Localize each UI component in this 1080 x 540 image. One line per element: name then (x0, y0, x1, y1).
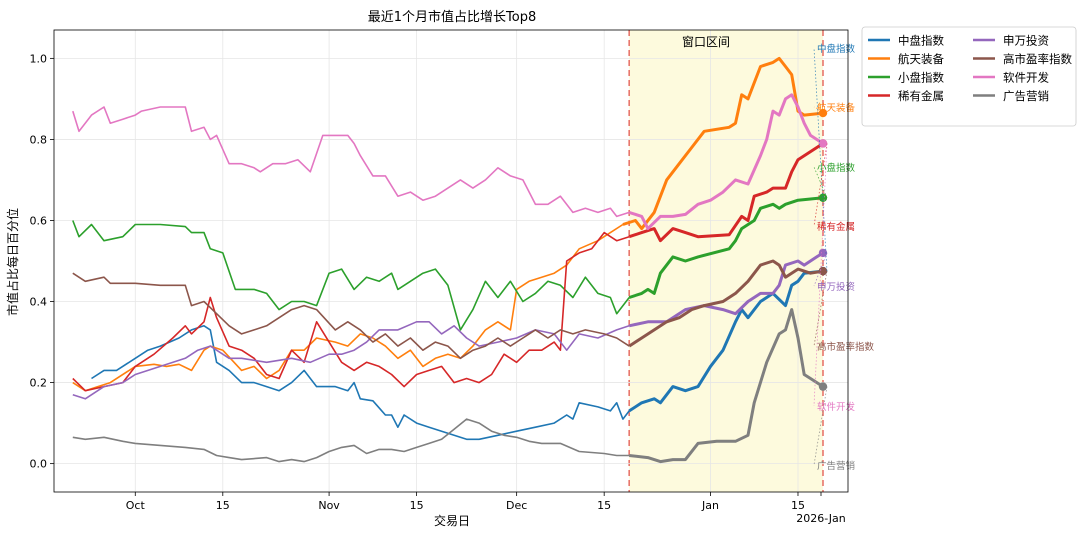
x-axis-label: 交易日 (434, 513, 470, 528)
series-line-window (629, 308, 824, 464)
x-tick-label: 15 (597, 499, 611, 512)
leader-line (813, 271, 828, 347)
series-line-window (628, 269, 824, 413)
series-end-marker (818, 193, 828, 202)
x-tick-label: Jan (701, 499, 719, 512)
leader-line (813, 47, 828, 272)
series-line-window (628, 196, 824, 299)
y-tick-label: 0.0 (30, 458, 48, 471)
legend-label: 中盘指数 (898, 34, 944, 48)
series-line-window (628, 93, 824, 231)
series-end-label: 中盘指数 (817, 43, 856, 55)
series-end-label: 广告营销 (817, 460, 856, 472)
y-axis-ticks: 0.0 0.2 0.4 0.6 0.8 1.0 (30, 52, 54, 471)
x-tick-label: 15 (216, 499, 230, 512)
series-end-label: 软件开发 (817, 401, 856, 413)
series-end-marker (818, 139, 828, 148)
legend-label: 稀有金属 (898, 89, 944, 103)
series-line-window (628, 142, 824, 243)
legend-label: 软件开发 (1003, 71, 1049, 85)
legend-label: 小盘指数 (898, 71, 944, 85)
series-line-window (628, 259, 824, 348)
x-tick-label: 15 (791, 499, 805, 512)
y-tick-label: 0.2 (30, 377, 48, 390)
chart-title: 最近1个月市值占比增长Top8 (368, 9, 536, 25)
x-tick-label: Nov (318, 499, 340, 512)
window-region (628, 30, 824, 492)
series-line-pre-window (72, 106, 630, 218)
x-tick-label: 15 (410, 499, 424, 512)
series-end-marker (818, 248, 828, 258)
x-tick-label: Dec (506, 499, 527, 512)
series-line-pre-window (72, 321, 630, 400)
legend-label: 申万投资 (1003, 34, 1049, 48)
legend-label: 航天装备 (898, 52, 944, 66)
leader-line (813, 106, 828, 114)
series-line-pre-window (72, 220, 630, 331)
legend-label: 高市盈率指数 (1003, 52, 1072, 66)
series-end-label: 高市盈率指数 (817, 341, 875, 353)
series-end-label: 航天装备 (817, 102, 856, 114)
series-line-pre-window (72, 272, 630, 360)
x-axis-end-label: 2026-Jan (796, 512, 846, 525)
series-end-label: 申万投资 (817, 281, 856, 293)
series-end-marker (818, 382, 828, 391)
y-tick-label: 0.4 (30, 296, 48, 309)
series-line-pre-window (72, 223, 624, 392)
window-shade (629, 30, 823, 492)
plot-frame (53, 29, 849, 493)
x-axis-ticks: Oct 15 Nov 15 Dec 15 Jan 15 (126, 492, 822, 512)
series-line-pre-window (72, 418, 630, 463)
series-line-pre-window (72, 231, 630, 392)
y-axis-label: 市值占比每日百分位 (5, 208, 20, 316)
leader-lines (813, 47, 828, 466)
y-tick-label: 0.6 (30, 214, 48, 227)
series-end-label: 稀有金属 (817, 221, 855, 233)
window-label: 窗口区间 (682, 35, 730, 49)
series-lines (72, 56, 824, 464)
x-tick-label: Oct (126, 499, 146, 512)
end-markers (818, 108, 828, 391)
series-end-label: 小盘指数 (817, 162, 856, 174)
y-tick-label: 1.0 (30, 52, 48, 65)
series-line-window (622, 56, 824, 231)
legend-label: 广告营销 (1003, 89, 1049, 103)
series-line-window (628, 251, 824, 328)
legend-frame (861, 26, 1077, 127)
series-end-marker (818, 266, 828, 276)
series-end-marker (818, 108, 828, 118)
y-tick-label: 0.8 (30, 133, 48, 146)
leader-line (813, 386, 828, 466)
